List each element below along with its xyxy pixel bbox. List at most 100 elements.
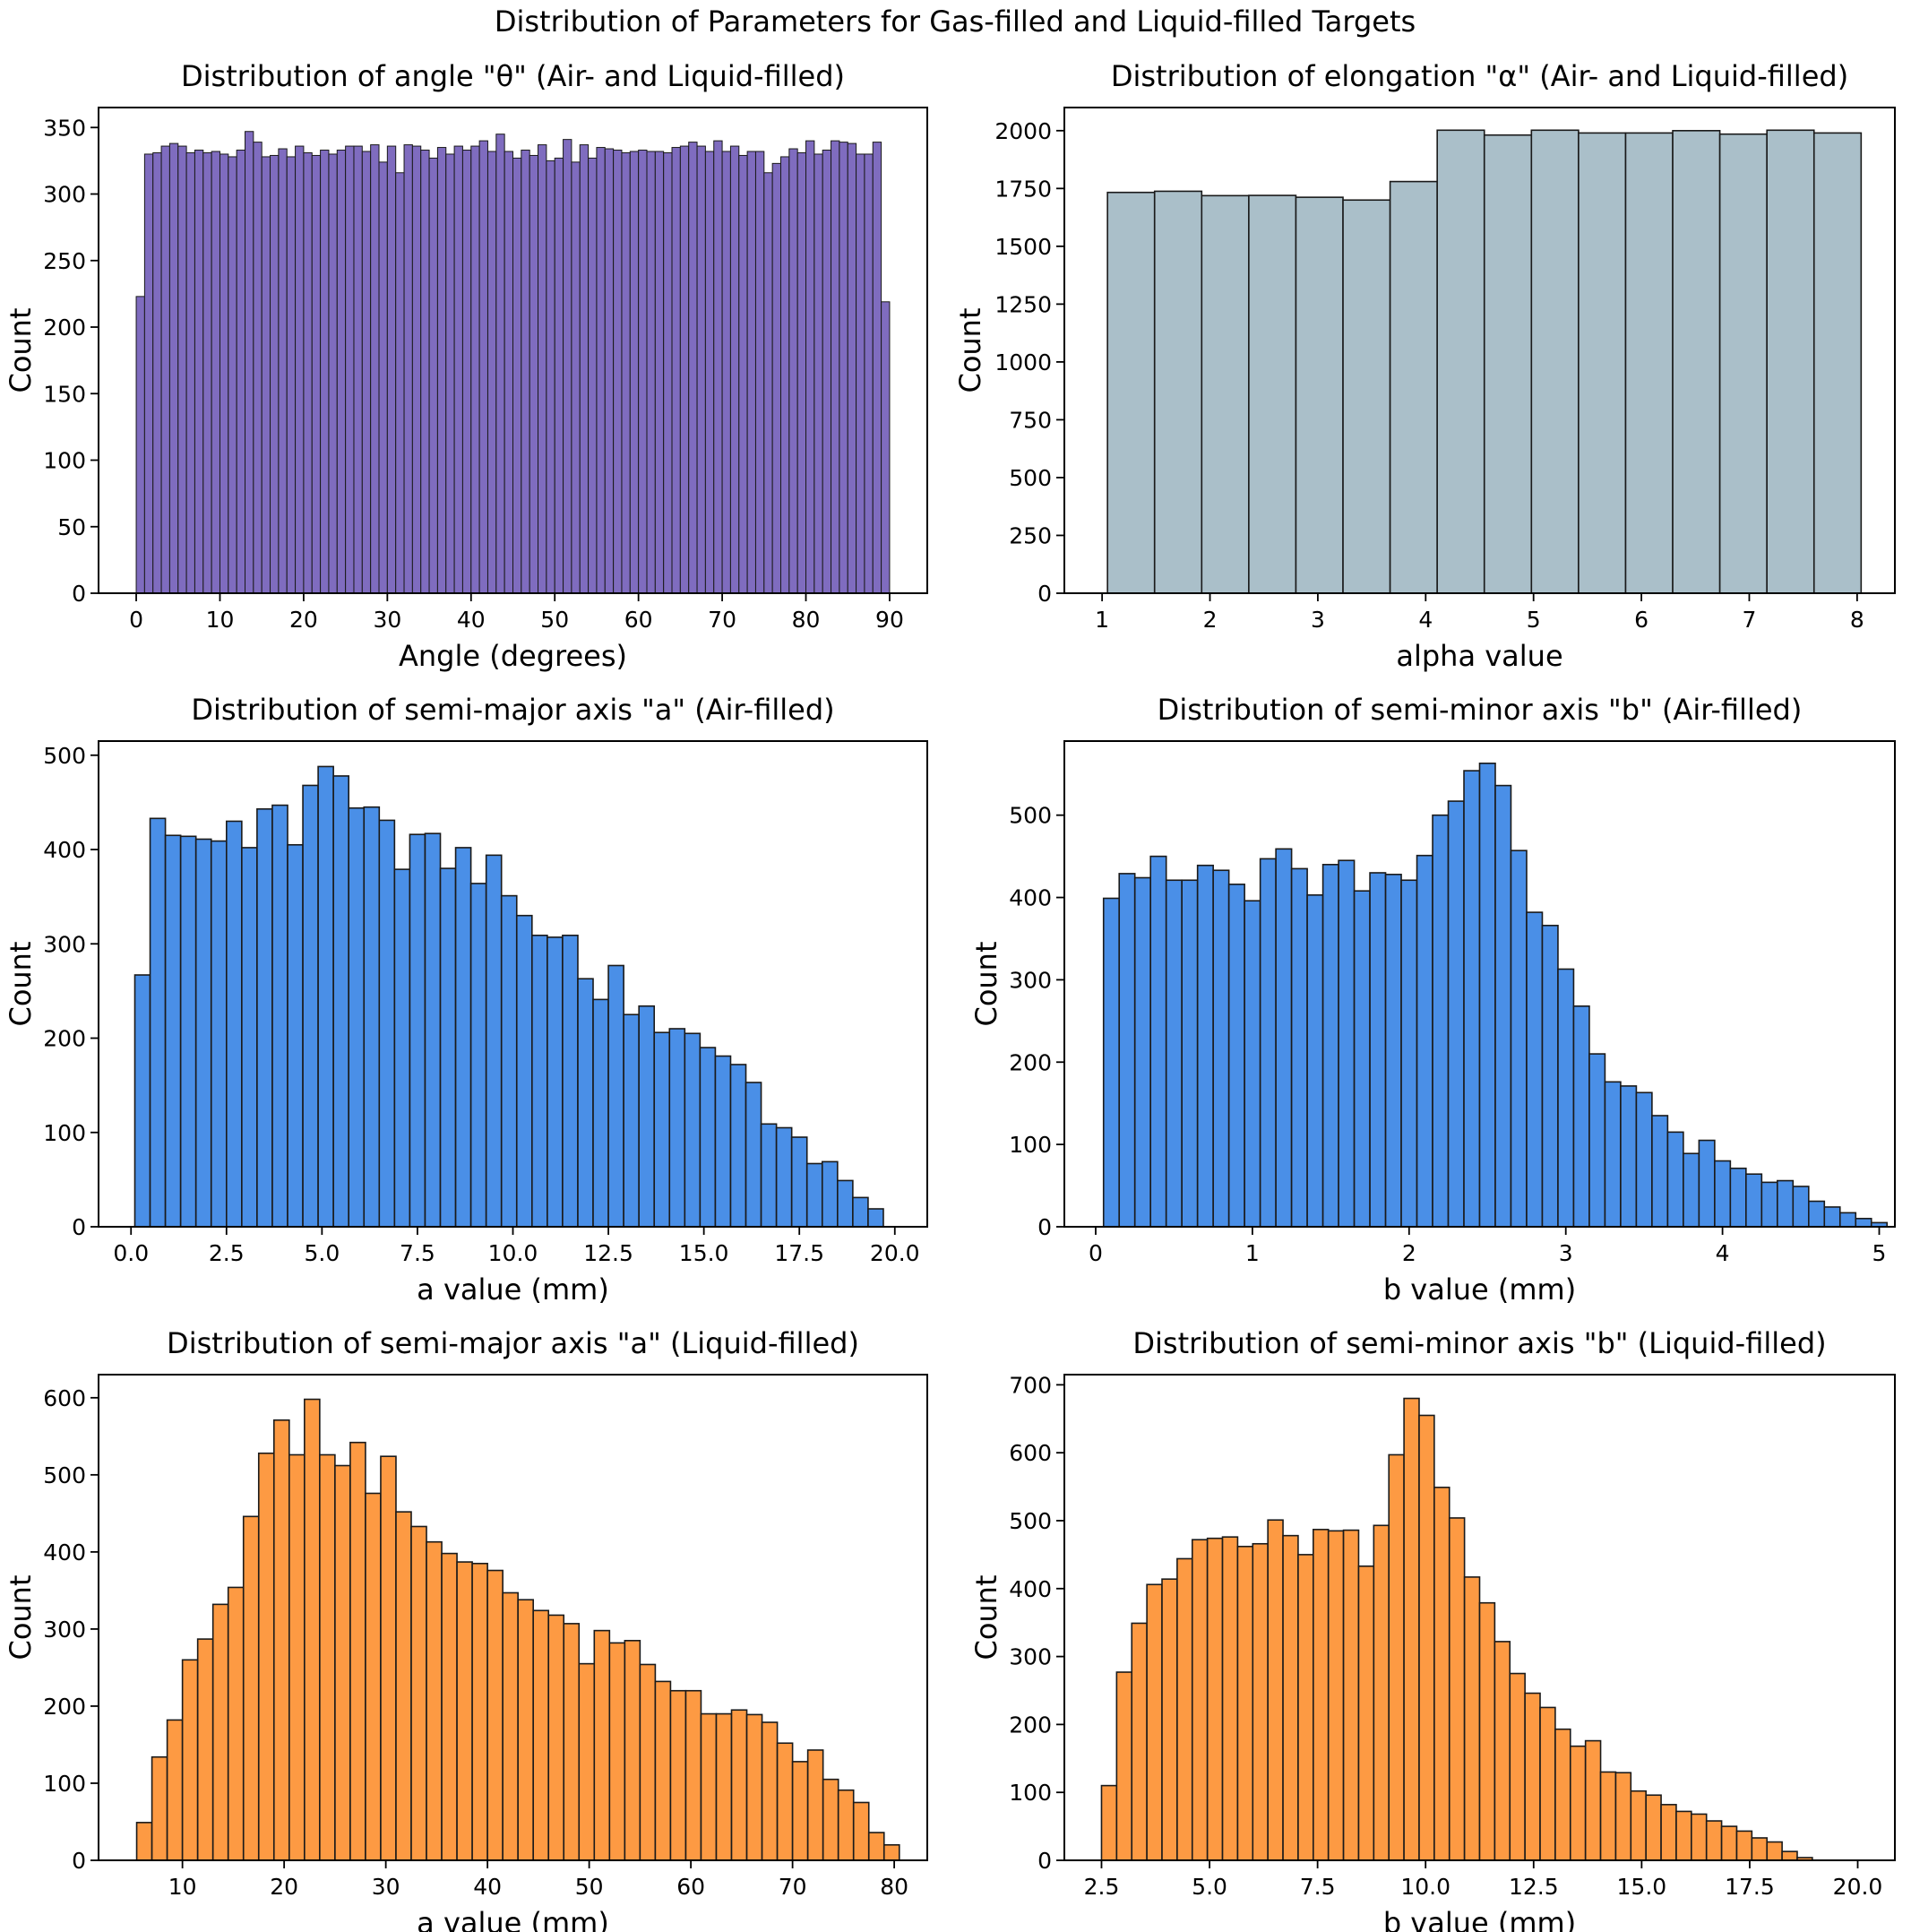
histogram-bar: [754, 151, 765, 594]
x-tick-label: 7: [1743, 607, 1757, 633]
histogram-bar: [332, 775, 350, 1228]
x-tick-label: 30: [372, 1874, 400, 1900]
histogram-bar: [1526, 911, 1544, 1228]
histogram-bar: [796, 151, 807, 594]
histogram-bar: [847, 142, 857, 594]
histogram-bar: [738, 154, 748, 594]
histogram-bar: [1259, 858, 1277, 1228]
histogram-bar: [504, 151, 513, 594]
histogram-bar: [813, 153, 823, 594]
x-tick-label: 5.0: [1192, 1874, 1227, 1900]
y-tick-label: 750: [1009, 407, 1052, 433]
histogram-bar: [621, 151, 631, 594]
histogram-bar: [428, 157, 438, 594]
histogram-bar: [485, 854, 503, 1228]
histogram-bar: [135, 296, 145, 594]
x-tick-label: 20: [289, 607, 318, 633]
histogram-bar: [478, 140, 488, 594]
histogram-bar: [1133, 876, 1151, 1228]
histogram-bar: [1118, 873, 1136, 1228]
x-tick-label: 6: [1634, 607, 1648, 633]
histogram-bar: [837, 1789, 855, 1861]
histogram-bar: [236, 150, 246, 594]
histogram-bar: [441, 1552, 458, 1861]
histogram-bar: [445, 153, 455, 594]
y-tick-label: 200: [1009, 1049, 1052, 1075]
histogram-bar: [856, 153, 865, 594]
histogram-bar: [729, 145, 740, 594]
y-tick-label: 500: [1009, 465, 1052, 491]
histogram-bar: [500, 894, 518, 1228]
x-tick-label: 10: [206, 607, 235, 633]
histogram-bar: [179, 835, 197, 1228]
histogram-bar: [320, 150, 330, 594]
histogram-bar: [579, 144, 590, 594]
histogram-bar: [791, 1761, 809, 1861]
histogram-bar: [638, 1005, 656, 1228]
histogram-bar: [547, 936, 564, 1228]
histogram-bar: [151, 1755, 168, 1861]
histogram-bar: [426, 1540, 443, 1861]
y-tick-label: 400: [1009, 885, 1052, 911]
x-tick-label: 80: [792, 607, 821, 633]
histogram-bar: [261, 156, 271, 594]
histogram-bar: [577, 978, 594, 1228]
histogram-bar: [227, 1586, 245, 1861]
histogram-bar: [502, 1591, 519, 1861]
histogram-bar: [1384, 874, 1402, 1228]
histogram-bar: [805, 140, 815, 594]
histogram-bar: [821, 1160, 839, 1228]
histogram-bar: [547, 1614, 565, 1861]
x-tick-label: 0: [1089, 1240, 1103, 1266]
y-tick-label: 100: [43, 1120, 86, 1146]
x-tick-label: 40: [473, 1874, 502, 1900]
histogram-bar: [1267, 1519, 1284, 1861]
histogram-bar: [1675, 1810, 1692, 1861]
histogram-bar: [328, 153, 338, 594]
histogram-bar: [1745, 1173, 1763, 1228]
bars: [133, 765, 884, 1228]
histogram-bar: [211, 1603, 229, 1861]
histogram-bar: [563, 139, 572, 594]
histogram-bar: [1131, 1622, 1148, 1861]
chart-title: Distribution of semi-minor axis "b" (Liq…: [1132, 1326, 1826, 1360]
histogram-bar: [688, 142, 698, 594]
histogram-bar: [469, 883, 487, 1228]
histogram-bar: [1718, 133, 1768, 594]
histogram-bar: [654, 1680, 672, 1861]
histogram-bar: [185, 151, 195, 594]
x-axis-label: alpha value: [1396, 639, 1562, 673]
chart-title: Distribution of semi-major axis "a" (Air…: [191, 693, 834, 727]
histogram-bar: [1635, 1091, 1653, 1228]
histogram-bar: [1403, 1397, 1420, 1861]
histogram-bar: [287, 843, 304, 1228]
histogram-bar: [715, 1712, 733, 1861]
histogram-bar: [1327, 1530, 1345, 1861]
histogram-bar: [1282, 1534, 1299, 1861]
histogram-bar: [788, 148, 798, 594]
histogram-bar: [1614, 1772, 1632, 1861]
histogram-bar: [1275, 848, 1293, 1228]
histogram-bar: [592, 998, 609, 1228]
histogram-bar: [822, 150, 832, 594]
histogram-bar: [211, 151, 220, 594]
x-tick-label: 2: [1203, 607, 1218, 633]
histogram-bar: [776, 1742, 794, 1861]
histogram-bar: [779, 156, 790, 594]
x-tick-label: 15.0: [1617, 1874, 1667, 1900]
histogram-bar: [454, 847, 472, 1228]
histogram-bar: [1306, 893, 1324, 1228]
y-tick-label: 0: [72, 1214, 86, 1240]
histogram-bar: [1823, 1206, 1841, 1228]
histogram-bar: [775, 1126, 793, 1228]
figure-suptitle: Distribution of Parameters for Gas-fille…: [495, 4, 1416, 39]
histogram-bar: [607, 964, 624, 1228]
histogram-bar: [562, 935, 579, 1228]
histogram-bar: [1604, 1081, 1622, 1228]
histogram-bar: [805, 1162, 823, 1228]
histogram-bar: [1781, 1850, 1798, 1861]
y-tick-label: 1500: [994, 234, 1052, 260]
histogram-bar: [730, 1709, 748, 1861]
histogram-bar: [228, 156, 237, 594]
histogram-bar: [1766, 1841, 1783, 1861]
